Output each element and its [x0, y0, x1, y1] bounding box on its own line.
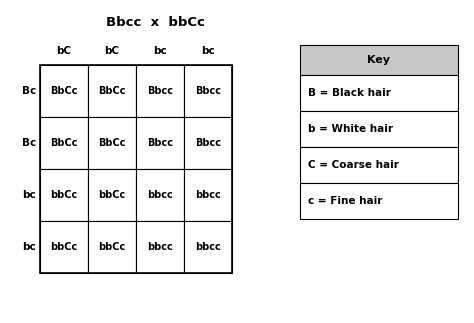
Bar: [184, 117, 232, 169]
Text: bbCc: bbCc: [99, 242, 126, 252]
Bar: [40, 117, 88, 169]
Bar: [40, 221, 88, 273]
Bar: [40, 169, 88, 221]
Bar: [300, 45, 458, 75]
Text: bbCc: bbCc: [99, 190, 126, 200]
Text: BbCc: BbCc: [98, 86, 126, 96]
Text: bbcc: bbcc: [147, 242, 173, 252]
Text: Bbcc: Bbcc: [195, 138, 221, 148]
Bar: [300, 75, 458, 111]
Bar: [136, 169, 184, 221]
Text: bbCc: bbCc: [50, 242, 78, 252]
Bar: [300, 183, 458, 219]
Text: b = White hair: b = White hair: [308, 124, 393, 134]
Text: Bbcc  x  bbCc: Bbcc x bbCc: [106, 16, 204, 29]
Text: BbCc: BbCc: [50, 86, 78, 96]
Text: bbcc: bbcc: [147, 190, 173, 200]
Text: bc: bc: [153, 46, 167, 56]
Text: Bbcc: Bbcc: [195, 86, 221, 96]
Text: B = Black hair: B = Black hair: [308, 88, 391, 98]
Bar: [184, 221, 232, 273]
Text: bbcc: bbcc: [195, 242, 221, 252]
Bar: [184, 65, 232, 117]
Text: C = Coarse hair: C = Coarse hair: [308, 160, 399, 170]
Bar: [136, 65, 184, 117]
Text: bC: bC: [104, 46, 119, 56]
Bar: [136, 117, 184, 169]
Bar: [40, 65, 232, 273]
Text: bbcc: bbcc: [195, 190, 221, 200]
Text: bc: bc: [22, 242, 36, 252]
Text: bc: bc: [201, 46, 215, 56]
Text: Key: Key: [367, 55, 391, 65]
Text: BbCc: BbCc: [50, 138, 78, 148]
Bar: [184, 169, 232, 221]
Bar: [40, 65, 88, 117]
Text: Bbcc: Bbcc: [147, 86, 173, 96]
Text: bc: bc: [22, 190, 36, 200]
Text: c = Fine hair: c = Fine hair: [308, 196, 383, 206]
Bar: [300, 111, 458, 147]
Bar: [88, 117, 136, 169]
Text: Bc: Bc: [22, 86, 36, 96]
Bar: [88, 65, 136, 117]
Text: Bbcc: Bbcc: [147, 138, 173, 148]
Text: BbCc: BbCc: [98, 138, 126, 148]
Bar: [300, 147, 458, 183]
Bar: [136, 221, 184, 273]
Bar: [88, 169, 136, 221]
Text: bC: bC: [56, 46, 72, 56]
Text: Bc: Bc: [22, 138, 36, 148]
Bar: [88, 221, 136, 273]
Text: bbCc: bbCc: [50, 190, 78, 200]
